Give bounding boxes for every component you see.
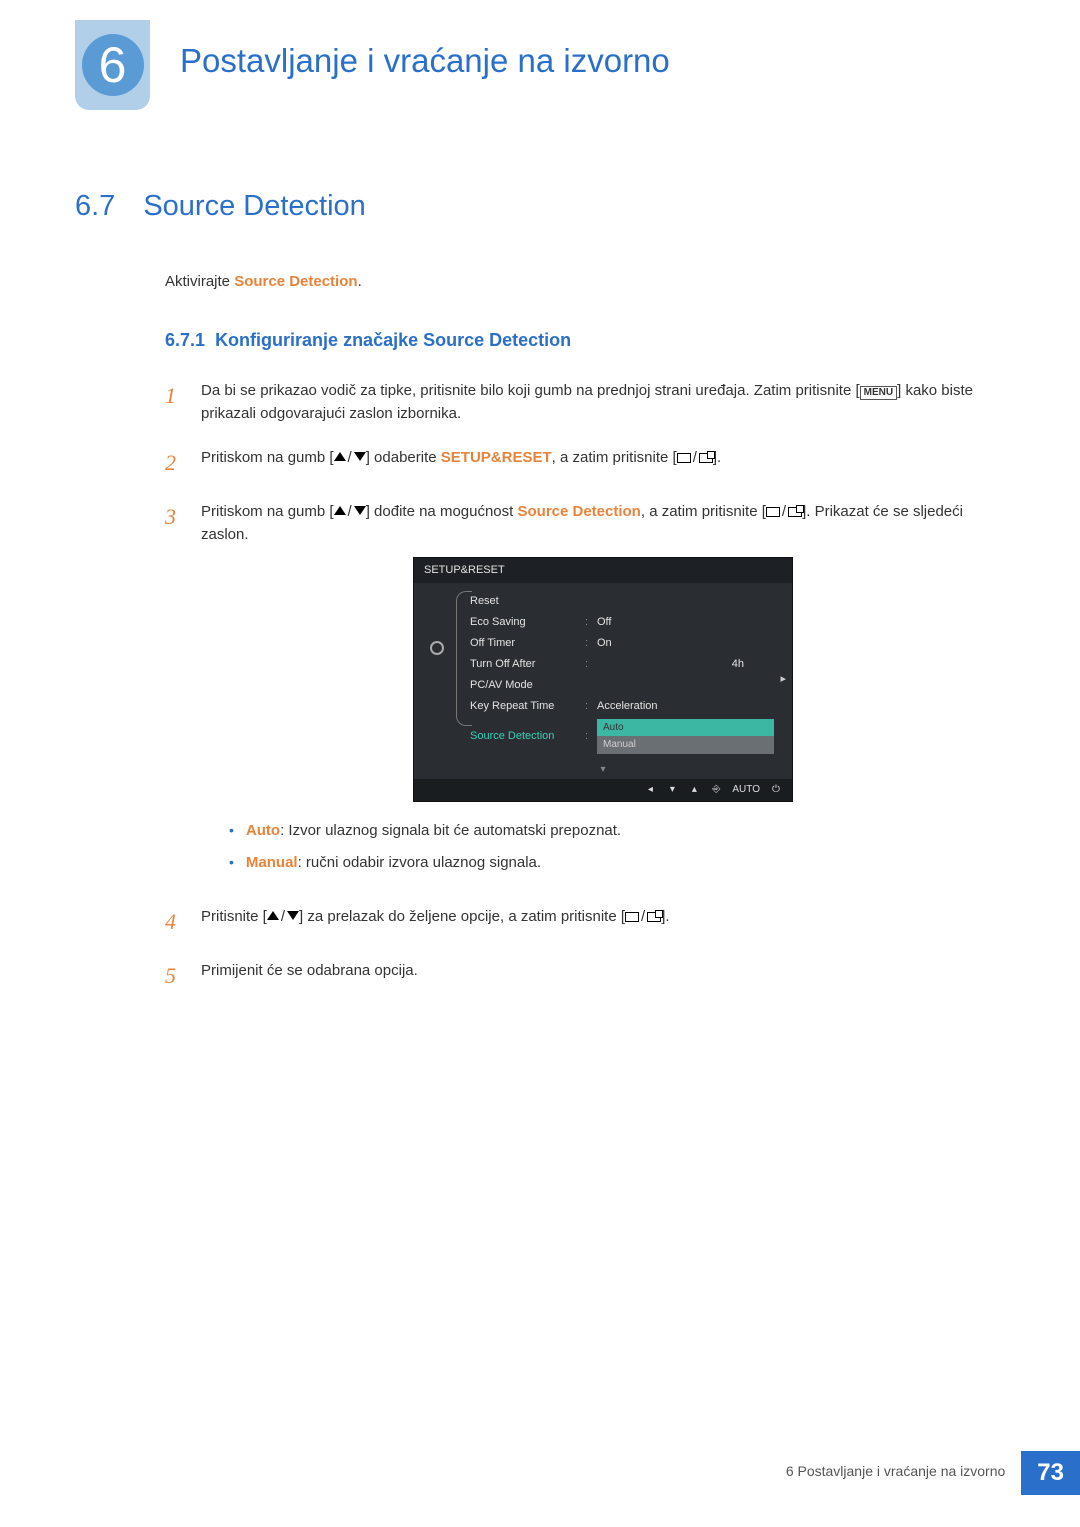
back-icon: ◂ [644, 782, 656, 798]
text: ] dođite na mogućnost [366, 503, 518, 520]
up-down-icon: / [267, 905, 299, 928]
step-number: 3 [165, 500, 183, 885]
bullet-auto: • Auto: Izvor ulaznog signala bit će aut… [229, 820, 1005, 843]
bullet-manual: • Manual: ručni odabir izvora ulaznog si… [229, 852, 1005, 875]
bullet-highlight: Manual [246, 854, 298, 871]
intro-suffix: . [358, 273, 362, 290]
footer-text: 6 Postavljanje i vraćanje na izvorno [770, 1451, 1021, 1495]
highlight: SETUP&RESET [441, 449, 552, 466]
highlight: Source Detection [517, 503, 640, 520]
osd-header: SETUP&RESET [414, 558, 792, 583]
enter-source-icon: / [766, 500, 802, 523]
step-body: Pritiskom na gumb [/] dođite na mogućnos… [201, 500, 1005, 885]
step-body: Da bi se prikazao vodič za tipke, pritis… [201, 379, 1005, 426]
step-1: 1 Da bi se prikazao vodič za tipke, prit… [165, 379, 1005, 426]
osd-value: Off [597, 614, 774, 631]
osd-row-selected: Source Detection: Auto Manual [460, 717, 774, 756]
section-title: Source Detection [143, 190, 365, 223]
step-body: Pritiskom na gumb [/] odaberite SETUP&RE… [201, 446, 1005, 480]
osd-footer: ◂ ▾ ▴ ⎆ AUTO ⏻ [414, 779, 792, 801]
page-footer: 6 Postavljanje i vraćanje na izvorno 73 [770, 1451, 1080, 1495]
step-body: Primijenit će se odabrana opcija. [201, 959, 1005, 993]
chapter-title: Postavljanje i vraćanje na izvorno [180, 42, 670, 80]
up-down-icon: / [334, 500, 366, 523]
section-number: 6.7 [75, 190, 115, 223]
osd-value: 4h [597, 656, 774, 673]
menu-key-icon: MENU [860, 386, 897, 400]
step-body: Pritisnite [/] za prelazak do željene op… [201, 905, 1005, 939]
power-icon: ⏻ [770, 782, 782, 798]
osd-row: Key Repeat Time:Acceleration [460, 696, 774, 717]
step-number: 5 [165, 959, 183, 993]
enter-source-icon: / [677, 446, 713, 469]
down-caret-icon: ▾ [414, 760, 792, 780]
osd-label: Key Repeat Time [460, 698, 585, 715]
osd-label: PC/AV Mode [460, 677, 585, 694]
osd-row: Eco Saving:Off [460, 612, 774, 633]
osd-row: Reset [460, 591, 774, 612]
chapter-number: 6 [82, 34, 144, 96]
osd-label: Reset [460, 593, 585, 610]
osd-row: Off Timer:On [460, 633, 774, 654]
section-heading: 6.7 Source Detection [75, 190, 1005, 223]
step-5: 5 Primijenit će se odabrana opcija. [165, 959, 1005, 993]
osd-bracket-decoration [456, 591, 472, 726]
right-arrow-icon: ▸ [780, 671, 786, 688]
enter-icon: ⎆ [710, 782, 722, 798]
osd-row: Turn Off After:4h [460, 654, 774, 675]
subsection-number: 6.7.1 [165, 330, 205, 350]
bullet-text: : ručni odabir izvora ulaznog signala. [298, 854, 541, 871]
down-icon: ▾ [666, 782, 678, 798]
subsection-title: Konfiguriranje značajke Source Detection [215, 330, 571, 350]
intro-highlight: Source Detection [234, 273, 357, 290]
step-number: 4 [165, 905, 183, 939]
step-number: 2 [165, 446, 183, 480]
bullet-highlight: Auto [246, 822, 280, 839]
enter-source-icon: / [625, 905, 661, 928]
step-number: 1 [165, 379, 183, 426]
osd-row: PC/AV Mode [460, 675, 774, 696]
subsection-heading: 6.7.1 Konfiguriranje značajke Source Det… [165, 330, 1005, 351]
osd-menu-screenshot: SETUP&RESET Reset Eco Saving:Off Off Tim… [413, 557, 793, 802]
gear-icon [430, 641, 444, 655]
osd-dropdown: Auto Manual [597, 719, 774, 754]
step-2: 2 Pritiskom na gumb [/] odaberite SETUP&… [165, 446, 1005, 480]
up-icon: ▴ [688, 782, 700, 798]
text: , a zatim pritisnite [ [641, 503, 766, 520]
chapter-badge: 6 [75, 20, 150, 110]
up-down-icon: / [334, 446, 366, 469]
text: Pritisnite [ [201, 908, 267, 925]
osd-label: Eco Saving [460, 614, 585, 631]
text: , a zatim pritisnite [ [552, 449, 677, 466]
intro-prefix: Aktivirajte [165, 273, 234, 290]
auto-label: AUTO [732, 782, 760, 798]
bullet-dot-icon: • [229, 852, 234, 875]
intro-text: Aktivirajte Source Detection. [165, 273, 1005, 290]
osd-label: Source Detection [460, 728, 585, 745]
bullet-text: : Izvor ulaznog signala bit će automatsk… [280, 822, 621, 839]
step-4: 4 Pritisnite [/] za prelazak do željene … [165, 905, 1005, 939]
text: Pritiskom na gumb [ [201, 449, 334, 466]
osd-label: Turn Off After [460, 656, 585, 673]
osd-option: Manual [597, 736, 774, 754]
osd-value: On [597, 635, 774, 652]
text: ] za prelazak do željene opcije, a zatim… [299, 908, 625, 925]
osd-option-selected: Auto [597, 719, 774, 737]
footer-page-number: 73 [1021, 1451, 1080, 1495]
step-3: 3 Pritiskom na gumb [/] dođite na mogućn… [165, 500, 1005, 885]
text: Pritiskom na gumb [ [201, 503, 334, 520]
bullet-dot-icon: • [229, 820, 234, 843]
text: ] odaberite [366, 449, 441, 466]
osd-label: Off Timer [460, 635, 585, 652]
osd-value: Acceleration [597, 698, 774, 715]
text: Da bi se prikazao vodič za tipke, pritis… [201, 382, 860, 399]
